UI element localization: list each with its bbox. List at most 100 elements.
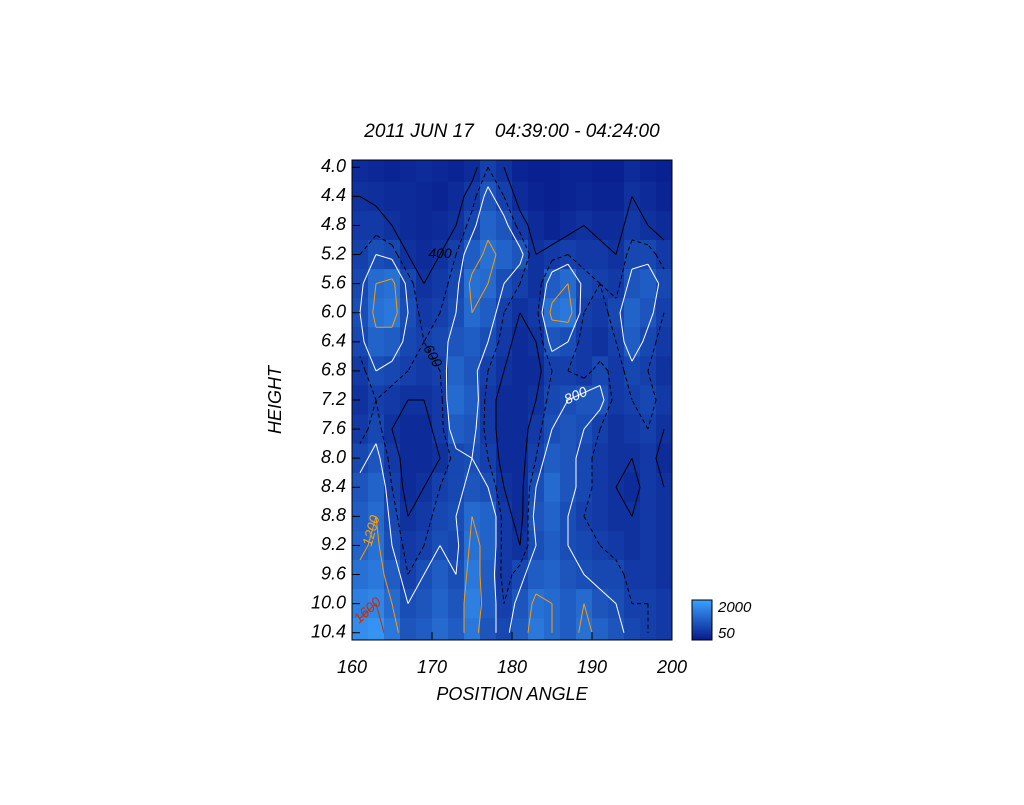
heatmap-cell: [544, 443, 561, 474]
heatmap-cell: [656, 240, 673, 270]
heatmap-cell: [592, 589, 609, 619]
heatmap-cell: [608, 269, 625, 299]
heatmap-cell: [592, 298, 609, 328]
y-tick-label: 10.4: [311, 621, 346, 641]
heatmap-cell: [512, 210, 529, 241]
y-tick-label: 4.4: [321, 185, 346, 205]
heatmap-cell: [512, 501, 529, 532]
heatmap-cell: [544, 269, 561, 299]
heatmap-cell: [544, 501, 561, 532]
heatmap-cell: [512, 530, 529, 561]
heatmap-cell: [448, 269, 465, 299]
heatmap-cell: [400, 269, 417, 299]
heatmap-cell: [416, 589, 433, 619]
heatmap-cell: [608, 356, 625, 386]
heatmap-cell: [384, 501, 401, 532]
heatmap-cell: [432, 414, 449, 445]
heatmap-cell: [640, 298, 657, 328]
heatmap-cell: [432, 618, 449, 641]
heatmap-cell: [560, 560, 577, 590]
heatmap-cell: [496, 530, 513, 561]
x-tick-label: 170: [417, 657, 447, 677]
heatmap-cell: [496, 414, 513, 445]
heatmap-cell: [512, 240, 529, 270]
contour-line: [359, 603, 385, 633]
heatmap-cell: [512, 181, 529, 212]
heatmap-cell: [432, 501, 449, 532]
heatmap-cell: [480, 298, 497, 328]
heatmap-cell: [608, 385, 625, 416]
heatmap-cell: [624, 160, 641, 183]
heatmap-cell: [480, 385, 497, 416]
heatmap-cell: [368, 298, 385, 328]
heatmap-cell: [352, 327, 369, 357]
heatmap-cell: [624, 210, 641, 241]
heatmap-cell: [448, 181, 465, 212]
heatmap-cell: [352, 160, 369, 183]
heatmap-cell: [464, 560, 481, 590]
heatmap-cell: [400, 618, 417, 641]
heatmap-cell: [544, 472, 561, 503]
heatmap-cell: [608, 240, 625, 270]
heatmap-cell: [624, 269, 641, 299]
heatmap-cell: [464, 210, 481, 241]
heatmap-cell: [432, 589, 449, 619]
heatmap-cell: [384, 269, 401, 299]
heatmap-cell: [640, 560, 657, 590]
heatmap-cell: [480, 414, 497, 445]
heatmap-cell: [528, 210, 545, 241]
heatmap-cell: [448, 472, 465, 503]
x-tick-label: 180: [497, 657, 527, 677]
heatmap-cell: [640, 618, 657, 641]
x-axis-label: POSITION ANGLE: [436, 684, 588, 704]
heatmap-cell: [608, 443, 625, 474]
heatmap-cell: [592, 385, 609, 416]
heatmap-cell: [432, 269, 449, 299]
heatmap-cell: [624, 414, 641, 445]
heatmap-cell: [592, 327, 609, 357]
heatmap-cell: [656, 181, 673, 212]
heatmap-cell: [640, 501, 657, 532]
heatmap-cell: [432, 210, 449, 241]
heatmap-cell: [368, 327, 385, 357]
chart-title: 2011 JUN 17 04:39:00 - 04:24:00: [363, 121, 660, 142]
heatmap-cell: [656, 269, 673, 299]
heatmap-cell: [608, 210, 625, 241]
heatmap-cell: [480, 560, 497, 590]
heatmap-cell: [656, 210, 673, 241]
heatmap-cell: [576, 356, 593, 386]
heatmap-cell: [384, 327, 401, 357]
heatmap-cell: [368, 414, 385, 445]
heatmap-cell: [656, 501, 673, 532]
heatmap-cell: [576, 530, 593, 561]
heatmap-cell: [576, 472, 593, 503]
heatmap-cell: [608, 501, 625, 532]
heatmap-cell: [352, 240, 369, 270]
heatmap-cell: [464, 356, 481, 386]
heatmap-cell: [352, 560, 369, 590]
heatmap-cell: [608, 618, 625, 641]
heatmap-cell: [480, 618, 497, 641]
heatmap-cell: [464, 472, 481, 503]
x-tick-label: 190: [577, 657, 607, 677]
heatmap-cell: [352, 501, 369, 532]
heatmap-cell: [560, 210, 577, 241]
heatmap-cell: [464, 181, 481, 212]
heatmap-cell: [624, 298, 641, 328]
heatmap-cell: [496, 618, 513, 641]
heatmap-cell: [656, 589, 673, 619]
heatmap-cell: [592, 443, 609, 474]
heatmap-cell: [368, 560, 385, 590]
heatmap-cell: [624, 240, 641, 270]
heatmap-cell: [656, 356, 673, 386]
heatmap-cell: [576, 181, 593, 212]
y-tick-label: 10.0: [311, 592, 346, 612]
heatmap-cell: [400, 160, 417, 183]
y-tick-label: 6.4: [321, 331, 346, 351]
heatmap-cell: [352, 472, 369, 503]
heatmap-cell: [384, 443, 401, 474]
heatmap-cell: [496, 385, 513, 416]
contour-line: [359, 167, 665, 633]
heatmap-cell: [592, 356, 609, 386]
heatmap-cell: [528, 560, 545, 590]
